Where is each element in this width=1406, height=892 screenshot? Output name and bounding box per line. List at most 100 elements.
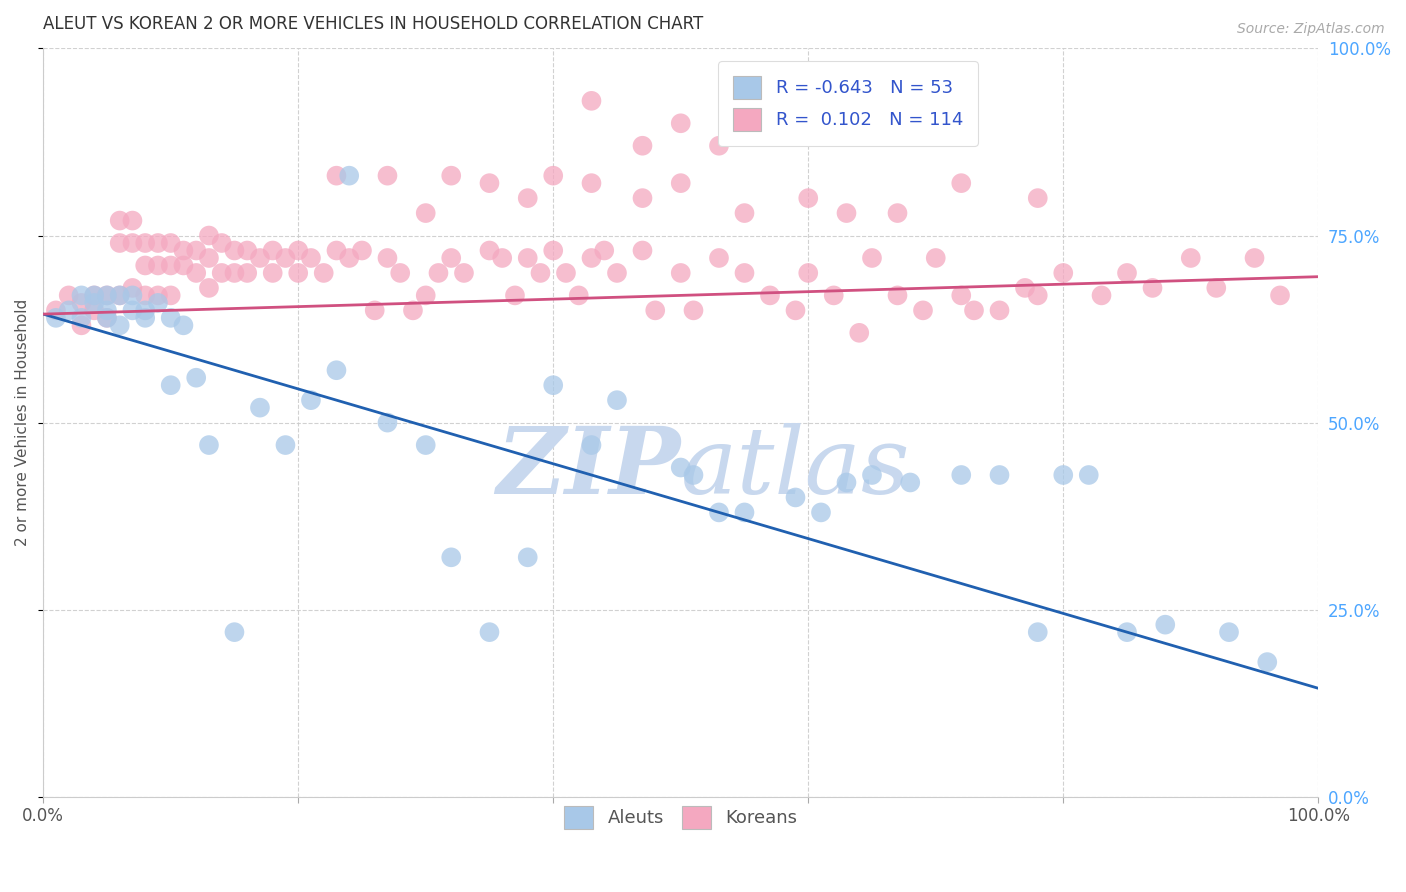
Point bbox=[963, 303, 986, 318]
Point bbox=[1116, 625, 1139, 640]
Point bbox=[159, 310, 181, 325]
Point bbox=[121, 235, 143, 250]
Point bbox=[1218, 625, 1240, 640]
Point bbox=[58, 288, 80, 302]
Point bbox=[898, 475, 921, 490]
Point bbox=[134, 310, 156, 325]
Point bbox=[70, 310, 93, 325]
Y-axis label: 2 or more Vehicles in Household: 2 or more Vehicles in Household bbox=[15, 299, 30, 546]
Point bbox=[734, 266, 756, 280]
Point bbox=[440, 169, 463, 183]
Point bbox=[96, 303, 118, 318]
Point bbox=[186, 370, 208, 384]
Point bbox=[759, 288, 782, 302]
Point bbox=[96, 310, 118, 325]
Point bbox=[1014, 281, 1036, 295]
Point bbox=[1026, 625, 1049, 640]
Point bbox=[146, 296, 169, 310]
Point bbox=[312, 266, 335, 280]
Point bbox=[440, 550, 463, 565]
Point bbox=[925, 251, 948, 265]
Point bbox=[198, 228, 221, 243]
Point bbox=[631, 138, 654, 153]
Point bbox=[1052, 266, 1074, 280]
Point bbox=[1052, 468, 1074, 483]
Point bbox=[134, 303, 156, 318]
Point bbox=[555, 266, 578, 280]
Point bbox=[1026, 191, 1049, 205]
Point bbox=[823, 288, 845, 302]
Point bbox=[134, 235, 156, 250]
Point bbox=[707, 138, 730, 153]
Point bbox=[172, 318, 194, 333]
Point bbox=[988, 468, 1011, 483]
Point bbox=[682, 468, 704, 483]
Point bbox=[159, 235, 181, 250]
Point bbox=[440, 251, 463, 265]
Point bbox=[45, 310, 67, 325]
Point bbox=[1205, 281, 1227, 295]
Point bbox=[669, 116, 692, 130]
Point bbox=[427, 266, 450, 280]
Point bbox=[211, 266, 233, 280]
Point bbox=[108, 288, 131, 302]
Point bbox=[121, 281, 143, 295]
Legend: Aleuts, Koreans: Aleuts, Koreans bbox=[557, 798, 804, 837]
Point bbox=[70, 288, 93, 302]
Point bbox=[198, 251, 221, 265]
Point bbox=[224, 244, 246, 258]
Point bbox=[491, 251, 513, 265]
Point bbox=[606, 266, 628, 280]
Point bbox=[503, 288, 526, 302]
Point bbox=[541, 169, 564, 183]
Point bbox=[1142, 281, 1164, 295]
Point bbox=[950, 288, 973, 302]
Point bbox=[988, 303, 1011, 318]
Point bbox=[415, 206, 437, 220]
Point bbox=[108, 235, 131, 250]
Point bbox=[96, 288, 118, 302]
Point bbox=[287, 244, 309, 258]
Point bbox=[734, 505, 756, 519]
Point bbox=[299, 393, 322, 408]
Point bbox=[1154, 617, 1177, 632]
Point bbox=[389, 266, 412, 280]
Point bbox=[415, 288, 437, 302]
Point bbox=[529, 266, 551, 280]
Point bbox=[325, 244, 347, 258]
Point bbox=[83, 288, 105, 302]
Point bbox=[886, 206, 908, 220]
Point bbox=[810, 505, 832, 519]
Point bbox=[249, 401, 271, 415]
Point bbox=[734, 206, 756, 220]
Point bbox=[108, 288, 131, 302]
Point bbox=[644, 303, 666, 318]
Point bbox=[1116, 266, 1139, 280]
Point bbox=[785, 303, 807, 318]
Text: ALEUT VS KOREAN 2 OR MORE VEHICLES IN HOUSEHOLD CORRELATION CHART: ALEUT VS KOREAN 2 OR MORE VEHICLES IN HO… bbox=[44, 15, 703, 33]
Point bbox=[108, 318, 131, 333]
Point bbox=[198, 438, 221, 452]
Point bbox=[70, 296, 93, 310]
Point bbox=[159, 259, 181, 273]
Point bbox=[198, 281, 221, 295]
Point bbox=[377, 416, 399, 430]
Point bbox=[262, 244, 284, 258]
Point bbox=[377, 169, 399, 183]
Point bbox=[121, 213, 143, 227]
Point bbox=[581, 94, 603, 108]
Point bbox=[402, 303, 425, 318]
Point bbox=[950, 176, 973, 190]
Point bbox=[453, 266, 475, 280]
Text: ZIP: ZIP bbox=[496, 423, 681, 513]
Point bbox=[631, 191, 654, 205]
Point bbox=[134, 288, 156, 302]
Point bbox=[249, 251, 271, 265]
Point bbox=[96, 288, 118, 302]
Point bbox=[146, 288, 169, 302]
Point bbox=[478, 625, 501, 640]
Point bbox=[1180, 251, 1202, 265]
Point bbox=[377, 251, 399, 265]
Point bbox=[236, 266, 259, 280]
Point bbox=[707, 505, 730, 519]
